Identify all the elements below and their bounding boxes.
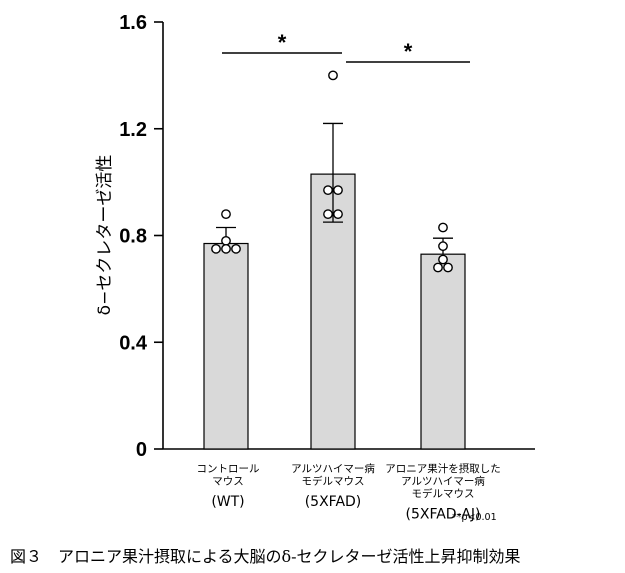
significance-mark: * [278,30,287,55]
category-label-line: コントロール [197,463,260,475]
category-sublabel: (5XFAD) [305,494,362,510]
data-point [221,243,231,254]
data-point [328,70,338,81]
p-value-note: **p<0.01 [452,512,497,523]
y-tick-label: 1.2 [119,119,147,141]
data-point [438,241,448,252]
data-point [333,185,343,196]
y-tick-label: 0.8 [119,226,147,248]
category-sublabel: (5XFAD-AJ) [406,507,481,523]
bars-group [203,173,466,450]
y-tick-label: 0.4 [119,332,148,354]
data-point [433,262,443,273]
figure-caption: 図３ アロニア果汁摂取による大脳のδ-セクレターゼ活性上昇抑制効果 [10,547,521,566]
data-point [211,243,221,254]
data-point [333,209,343,220]
data-point [323,185,333,196]
y-tick-label: 0 [136,439,147,461]
category-label-line: モデルマウス [302,475,365,488]
category-label-line: マウス [212,476,244,488]
y-axis-label: δ−セクレターゼ活性 [95,155,115,316]
axes: 0 0.4 0.8 1.2 1.6 [119,12,535,461]
data-point [323,209,333,220]
category-labels-group: コントロールマウス(WT)アルツハイマー病モデルマウス(5XFAD)アロニア果汁… [197,462,501,523]
data-point [221,209,231,220]
bar [420,253,466,450]
data-point [438,254,448,265]
data-point [231,243,241,254]
data-points-group [211,70,453,273]
significance-group: * * [222,30,470,64]
bar [203,242,249,450]
category-label-line: モデルマウス [412,487,475,500]
data-point [443,262,453,273]
significance-mark: * [404,39,413,64]
category-label-line: アロニア果汁を摂取した [385,462,501,475]
y-tick-label: 1.6 [119,12,147,34]
data-point [438,222,448,233]
data-point [221,235,231,246]
category-sublabel: (WT) [211,494,244,510]
category-label-line: アルツハイマー病 [291,462,375,475]
category-label-line: アルツハイマー病 [401,475,485,488]
